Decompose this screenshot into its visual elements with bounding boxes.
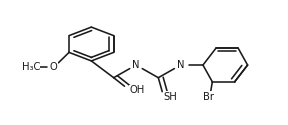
Text: N: N [132,60,140,70]
Text: SH: SH [164,92,177,102]
Text: O: O [50,62,58,72]
Text: OH: OH [130,85,145,95]
Text: N: N [177,60,184,70]
Text: Br: Br [204,92,215,102]
Text: H₃C: H₃C [22,62,40,72]
